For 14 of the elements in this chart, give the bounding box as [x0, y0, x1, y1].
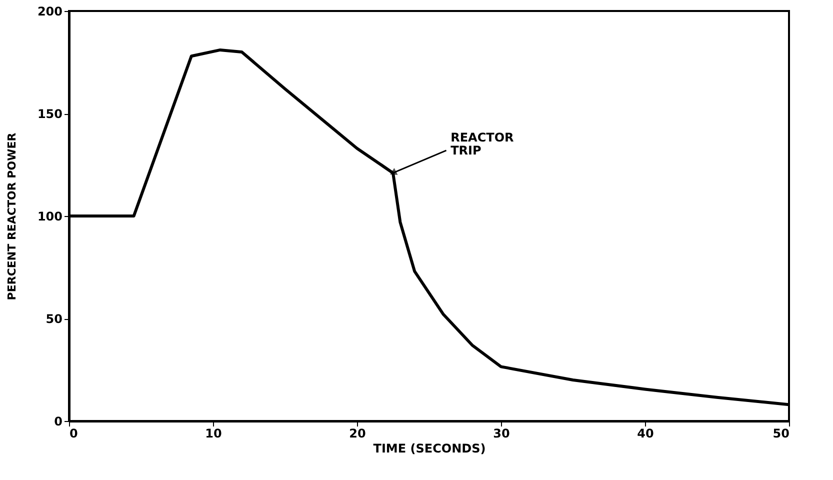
- y-tick-label: 0: [54, 414, 62, 428]
- y-axis-title: PERCENT REACTOR POWER: [5, 132, 18, 300]
- x-tick-label: 30: [493, 426, 510, 440]
- annotation: REACTOR TRIP: [450, 130, 514, 158]
- x-tick-label: 10: [205, 426, 222, 440]
- y-tick-label: 200: [37, 4, 62, 18]
- y-tick-label: 150: [37, 107, 62, 121]
- x-tick-label: 0: [70, 426, 78, 440]
- x-tick-label: 50: [772, 426, 790, 440]
- y-tick-label: 100: [37, 210, 62, 224]
- y-tick-label: 50: [46, 312, 62, 326]
- x-tick-label: 40: [637, 426, 654, 440]
- x-tick-label: 20: [349, 426, 366, 440]
- x-axis-title: TIME (SECONDS): [373, 442, 486, 456]
